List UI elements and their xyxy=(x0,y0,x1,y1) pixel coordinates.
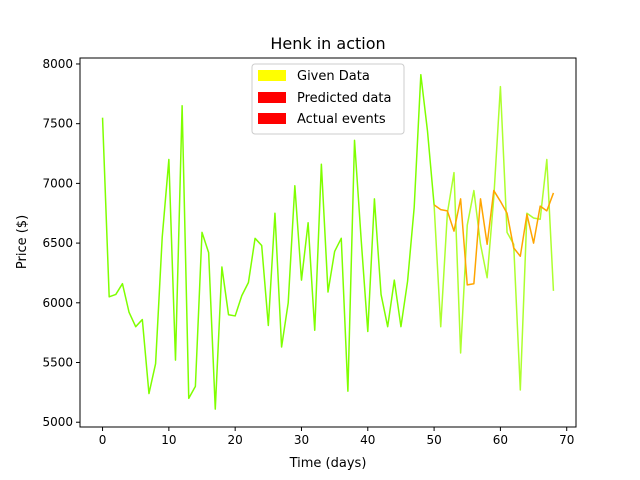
legend-label-predicted-data: Predicted data xyxy=(297,91,391,106)
legend-swatch-actual-events xyxy=(258,113,286,124)
legend-label-actual-events: Actual events xyxy=(297,112,386,127)
y-tick-label: 5500 xyxy=(42,356,73,370)
y-tick-label: 7000 xyxy=(42,176,73,190)
x-axis: 0 10 20 30 40 50 60 70 xyxy=(99,427,574,447)
y-axis: 5000 5500 6000 6500 7000 7500 8000 xyxy=(42,57,80,429)
series-line-2 xyxy=(433,85,555,391)
x-tick-label: 30 xyxy=(294,433,309,447)
chart-title: Henk in action xyxy=(270,34,385,53)
x-tick-label: 10 xyxy=(161,433,176,447)
x-tick-label: 40 xyxy=(360,433,375,447)
legend: Given Data Predicted data Actual events xyxy=(251,63,405,135)
x-tick-label: 50 xyxy=(426,433,441,447)
x-tick-label: 0 xyxy=(99,433,107,447)
legend-swatch-given-data xyxy=(258,70,286,81)
legend-label-given-data: Given Data xyxy=(297,69,370,84)
x-tick-label: 70 xyxy=(559,433,574,447)
y-axis-label: Price ($) xyxy=(15,215,30,269)
x-tick-label: 60 xyxy=(493,433,508,447)
y-tick-label: 5000 xyxy=(42,415,73,429)
series-layer xyxy=(101,73,555,410)
series-line-3 xyxy=(433,189,555,286)
plot-frame xyxy=(79,57,577,428)
legend-swatch-predicted-data xyxy=(258,92,286,103)
y-tick-label: 6000 xyxy=(42,296,73,310)
series-line-1 xyxy=(101,73,435,410)
y-tick-label: 7500 xyxy=(42,117,73,131)
x-tick-label: 20 xyxy=(228,433,243,447)
y-tick-label: 8000 xyxy=(42,57,73,71)
y-tick-label: 6500 xyxy=(42,236,73,250)
legend-frame xyxy=(251,63,405,135)
x-axis-label: Time (days) xyxy=(289,456,367,471)
